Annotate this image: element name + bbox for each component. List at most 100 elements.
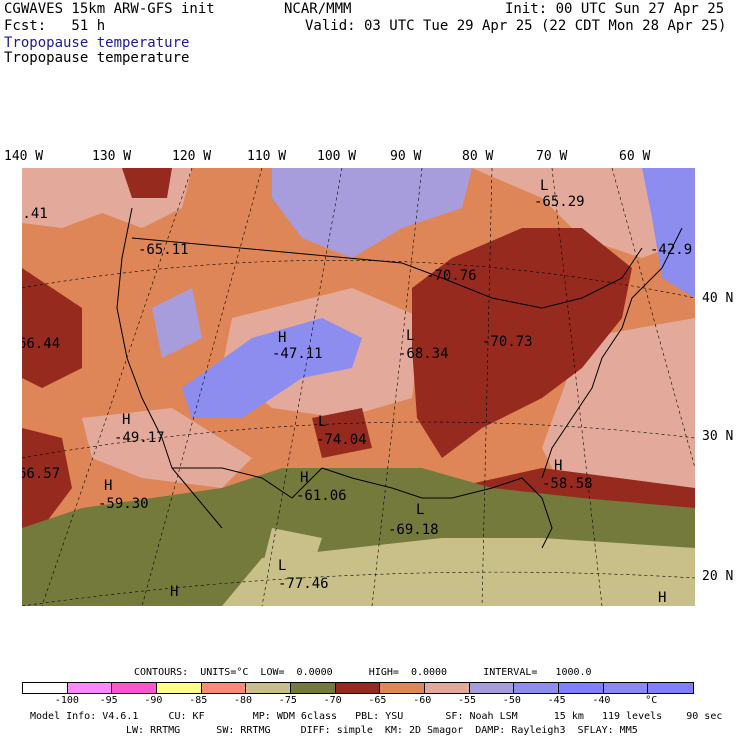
colorbar-tick-label: °C bbox=[645, 695, 658, 706]
field-sw-darkred bbox=[22, 428, 72, 528]
extremum-value: 66.44 bbox=[22, 336, 60, 352]
colorbar-swatch bbox=[23, 683, 68, 693]
lat-label-20n: 20 N bbox=[702, 569, 734, 584]
lon-label-100w: 100 W bbox=[317, 149, 357, 164]
lon-label-130w: 130 W bbox=[92, 149, 132, 164]
colorbar-swatch bbox=[469, 683, 515, 693]
field-west-darkred bbox=[22, 268, 82, 388]
field-east-darkred bbox=[412, 228, 632, 458]
tropopause-temperature-map: L -65.29 -42.9 -65.11 4.41 -70.76 H -47.… bbox=[22, 168, 695, 606]
organization-label: NCAR/MMM bbox=[284, 1, 352, 17]
contours-info: CONTOURS: UNITS=°C LOW= 0.0000 HIGH= 0.0… bbox=[134, 667, 592, 678]
extremum-value: -70.73 bbox=[482, 334, 533, 350]
init-time: Init: 00 UTC Sun 27 Apr 25 bbox=[505, 1, 725, 17]
colorbar bbox=[22, 682, 694, 694]
extremum-value: -65.29 bbox=[534, 194, 585, 210]
colorbar-swatch bbox=[157, 683, 202, 693]
extremum-kind: H bbox=[300, 470, 308, 486]
colorbar-swatch bbox=[201, 683, 247, 693]
colorbar-tick-label: -60 bbox=[413, 695, 432, 706]
colorbar-swatch bbox=[559, 683, 604, 693]
field-west-purple bbox=[152, 288, 202, 358]
colorbar-swatch bbox=[514, 683, 560, 693]
colorbar-tick-label: -85 bbox=[189, 695, 208, 706]
extremum-kind: H bbox=[278, 330, 286, 346]
field-title-filled: Tropopause temperature bbox=[4, 35, 190, 51]
lat-label-40n: 40 N bbox=[702, 291, 734, 306]
colorbar-swatch bbox=[335, 683, 381, 693]
extremum-value: -58.58 bbox=[542, 476, 593, 492]
graticule-70w bbox=[551, 168, 603, 606]
field-title-contour: Tropopause temperature bbox=[4, 50, 190, 66]
colorbar-tick-label: -100 bbox=[54, 695, 79, 706]
graticule-120w bbox=[41, 168, 193, 606]
extremum-value: -69.18 bbox=[388, 522, 439, 538]
extremum-value: -70.76 bbox=[426, 268, 477, 284]
colorbar-tick-label: -90 bbox=[144, 695, 163, 706]
colorbar-swatch bbox=[380, 683, 426, 693]
graticule-110w bbox=[141, 168, 263, 606]
extremum-kind: H bbox=[122, 412, 130, 428]
lon-label-120w: 120 W bbox=[172, 149, 212, 164]
east-coastline bbox=[541, 227, 683, 479]
graticule-100w bbox=[261, 168, 343, 606]
map-coastlines bbox=[116, 207, 683, 549]
mexico-border bbox=[172, 467, 323, 499]
graticule-60w bbox=[611, 168, 695, 469]
valid-time: Valid: 03 UTC Tue 29 Apr 25 (22 CDT Mon … bbox=[305, 18, 727, 34]
lon-label-110w: 110 W bbox=[247, 149, 287, 164]
extremum-value: -49.17 bbox=[114, 430, 165, 446]
field-mexico-khaki bbox=[262, 528, 322, 568]
lon-label-90w: 90 W bbox=[390, 149, 422, 164]
colorbar-tick-label: -65 bbox=[368, 695, 387, 706]
lon-label-80w: 80 W bbox=[462, 149, 494, 164]
colorbar-swatch bbox=[246, 683, 292, 693]
colorbar-swatch bbox=[112, 683, 158, 693]
extremum-value: -47.11 bbox=[272, 346, 323, 362]
colorbar-tick-label: -40 bbox=[592, 695, 611, 706]
map-graticule bbox=[22, 168, 695, 606]
colorbar-tick-label: -95 bbox=[99, 695, 118, 706]
lon-label-60w: 60 W bbox=[619, 149, 651, 164]
forecast-hour: Fcst: 51 h bbox=[4, 18, 106, 34]
extremum-kind: H bbox=[658, 590, 666, 606]
colorbar-swatch bbox=[67, 683, 113, 693]
extremum-value: 66.57 bbox=[22, 466, 60, 482]
extremum-kind: L bbox=[406, 328, 414, 344]
extremum-kind: H bbox=[554, 458, 562, 474]
colorbar-swatch bbox=[603, 683, 649, 693]
colorbar-tick-label: -55 bbox=[458, 695, 477, 706]
colorbar-tick-label: -50 bbox=[502, 695, 521, 706]
colorbar-tick-label: -80 bbox=[234, 695, 253, 706]
field-ne-purple bbox=[642, 168, 695, 298]
canada-border bbox=[131, 237, 643, 309]
field-ocean-pink bbox=[472, 168, 695, 258]
extremum-value: -59.30 bbox=[98, 496, 149, 512]
graticule-40n bbox=[22, 260, 695, 299]
extremum-value: -74.04 bbox=[316, 432, 367, 448]
colorbar-swatch bbox=[291, 683, 336, 693]
extremum-value: -68.34 bbox=[398, 346, 449, 362]
colorbar-tick-label: -75 bbox=[278, 695, 297, 706]
extremum-value: 4.41 bbox=[22, 206, 48, 222]
colorbar-tick-label: -45 bbox=[547, 695, 566, 706]
extremum-value: -42.9 bbox=[650, 242, 692, 258]
gulf-coastline bbox=[321, 467, 553, 549]
extremum-kind: L bbox=[540, 178, 548, 194]
graticule-90w bbox=[371, 168, 423, 606]
extremum-kind: H bbox=[104, 478, 112, 494]
lon-label-70w: 70 W bbox=[536, 149, 568, 164]
extremum-kind: L bbox=[278, 558, 286, 574]
extremum-value: -61.06 bbox=[296, 488, 347, 504]
field-tropics-khaki bbox=[222, 538, 695, 606]
field-nw-darkred bbox=[122, 168, 172, 198]
graticule-30n bbox=[22, 421, 695, 459]
colorbar-swatch bbox=[648, 683, 694, 693]
extremum-kind: H bbox=[170, 584, 178, 600]
field-tx-darkred bbox=[312, 408, 372, 458]
colorbar-tick-label: -70 bbox=[323, 695, 342, 706]
extremum-kind: L bbox=[416, 502, 424, 518]
extremum-kind: L bbox=[318, 414, 326, 430]
graticule-80w bbox=[481, 168, 493, 606]
colorbar-swatch bbox=[425, 683, 470, 693]
